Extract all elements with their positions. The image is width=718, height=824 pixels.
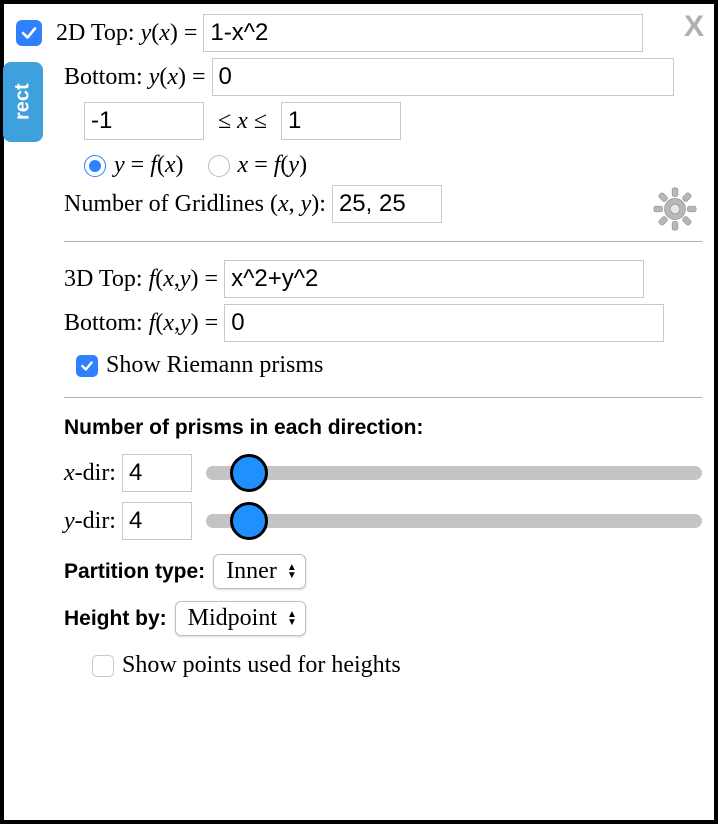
settings-panel: X rect 2D Top: y(x) = Bottom: y(x) = ≤ x… bbox=[0, 0, 718, 824]
label-gridlines: Number of Gridlines (x, y): bbox=[64, 191, 332, 218]
label-partition: Partition type: bbox=[64, 560, 205, 584]
slider-thumb[interactable] bbox=[230, 454, 268, 492]
input-gridlines[interactable] bbox=[332, 185, 442, 223]
input-2d-bottom[interactable] bbox=[212, 58, 674, 96]
row-3d-top: 3D Top: f(x,y) = bbox=[64, 260, 702, 298]
row-x-range: ≤ x ≤ bbox=[84, 102, 702, 140]
label-3d-top: 3D Top: f(x,y) = bbox=[64, 266, 224, 293]
input-3d-bottom[interactable] bbox=[224, 304, 664, 342]
input-xmax[interactable] bbox=[281, 102, 401, 140]
row-ydir: y-dir: bbox=[64, 502, 702, 540]
input-3d-top[interactable] bbox=[224, 260, 644, 298]
slider-thumb[interactable] bbox=[230, 502, 268, 540]
label-ydir: y-dir: bbox=[64, 508, 122, 535]
updown-icon: ▲▼ bbox=[287, 564, 297, 580]
label-xdir: x-dir: bbox=[64, 460, 122, 487]
checkbox-show-points[interactable] bbox=[92, 655, 114, 677]
label-x-fy: x = f(y) bbox=[238, 152, 308, 179]
close-icon[interactable]: X bbox=[684, 10, 704, 44]
checkbox-2d-enable[interactable] bbox=[16, 20, 42, 46]
select-partition-value: Inner bbox=[226, 558, 277, 585]
row-2d-bottom: Bottom: y(x) = bbox=[64, 58, 702, 96]
updown-icon: ▲▼ bbox=[287, 611, 297, 627]
row-riemann: Show Riemann prisms bbox=[76, 352, 702, 379]
checkbox-riemann[interactable] bbox=[76, 355, 98, 377]
check-icon bbox=[80, 359, 94, 373]
row-3d-bottom: Bottom: f(x,y) = bbox=[64, 304, 702, 342]
radio-y-fx[interactable] bbox=[84, 155, 106, 177]
label-y-fx: y = f(x) bbox=[114, 152, 184, 179]
check-icon bbox=[20, 24, 38, 42]
select-heightby-value: Midpoint bbox=[188, 605, 277, 632]
select-heightby[interactable]: Midpoint ▲▼ bbox=[175, 601, 306, 636]
separator-2 bbox=[64, 397, 702, 398]
row-gridlines: Number of Gridlines (x, y): bbox=[64, 185, 702, 223]
select-partition[interactable]: Inner ▲▼ bbox=[213, 554, 306, 589]
slider-ydir[interactable] bbox=[206, 503, 702, 539]
row-orientation: y = f(x) x = f(y) bbox=[84, 152, 702, 179]
input-2d-top[interactable] bbox=[203, 14, 643, 52]
slider-track bbox=[206, 514, 702, 528]
row-2d-top: 2D Top: y(x) = bbox=[16, 14, 702, 52]
slider-track bbox=[206, 466, 702, 480]
separator-1 bbox=[64, 241, 702, 242]
label-2d-top: 2D Top: y(x) = bbox=[56, 20, 203, 47]
label-riemann: Show Riemann prisms bbox=[106, 352, 323, 379]
input-xdir[interactable] bbox=[122, 454, 192, 492]
label-x-range: ≤ x ≤ bbox=[212, 108, 273, 135]
slider-xdir[interactable] bbox=[206, 455, 702, 491]
rect-tab[interactable]: rect bbox=[3, 62, 43, 142]
section-prisms: Number of prisms in each direction: x-di… bbox=[64, 416, 702, 679]
input-ydir[interactable] bbox=[122, 502, 192, 540]
label-heightby: Height by: bbox=[64, 607, 167, 631]
label-show-points: Show points used for heights bbox=[122, 652, 401, 679]
heading-prisms: Number of prisms in each direction: bbox=[64, 416, 702, 440]
radio-x-fy[interactable] bbox=[208, 155, 230, 177]
label-3d-bottom: Bottom: f(x,y) = bbox=[64, 310, 224, 337]
gear-icon[interactable] bbox=[652, 186, 698, 232]
row-partition: Partition type: Inner ▲▼ bbox=[64, 554, 702, 589]
row-heightby: Height by: Midpoint ▲▼ bbox=[64, 601, 702, 636]
input-xmin[interactable] bbox=[84, 102, 204, 140]
row-show-points: Show points used for heights bbox=[92, 652, 702, 679]
row-xdir: x-dir: bbox=[64, 454, 702, 492]
label-2d-bottom: Bottom: y(x) = bbox=[64, 64, 212, 91]
